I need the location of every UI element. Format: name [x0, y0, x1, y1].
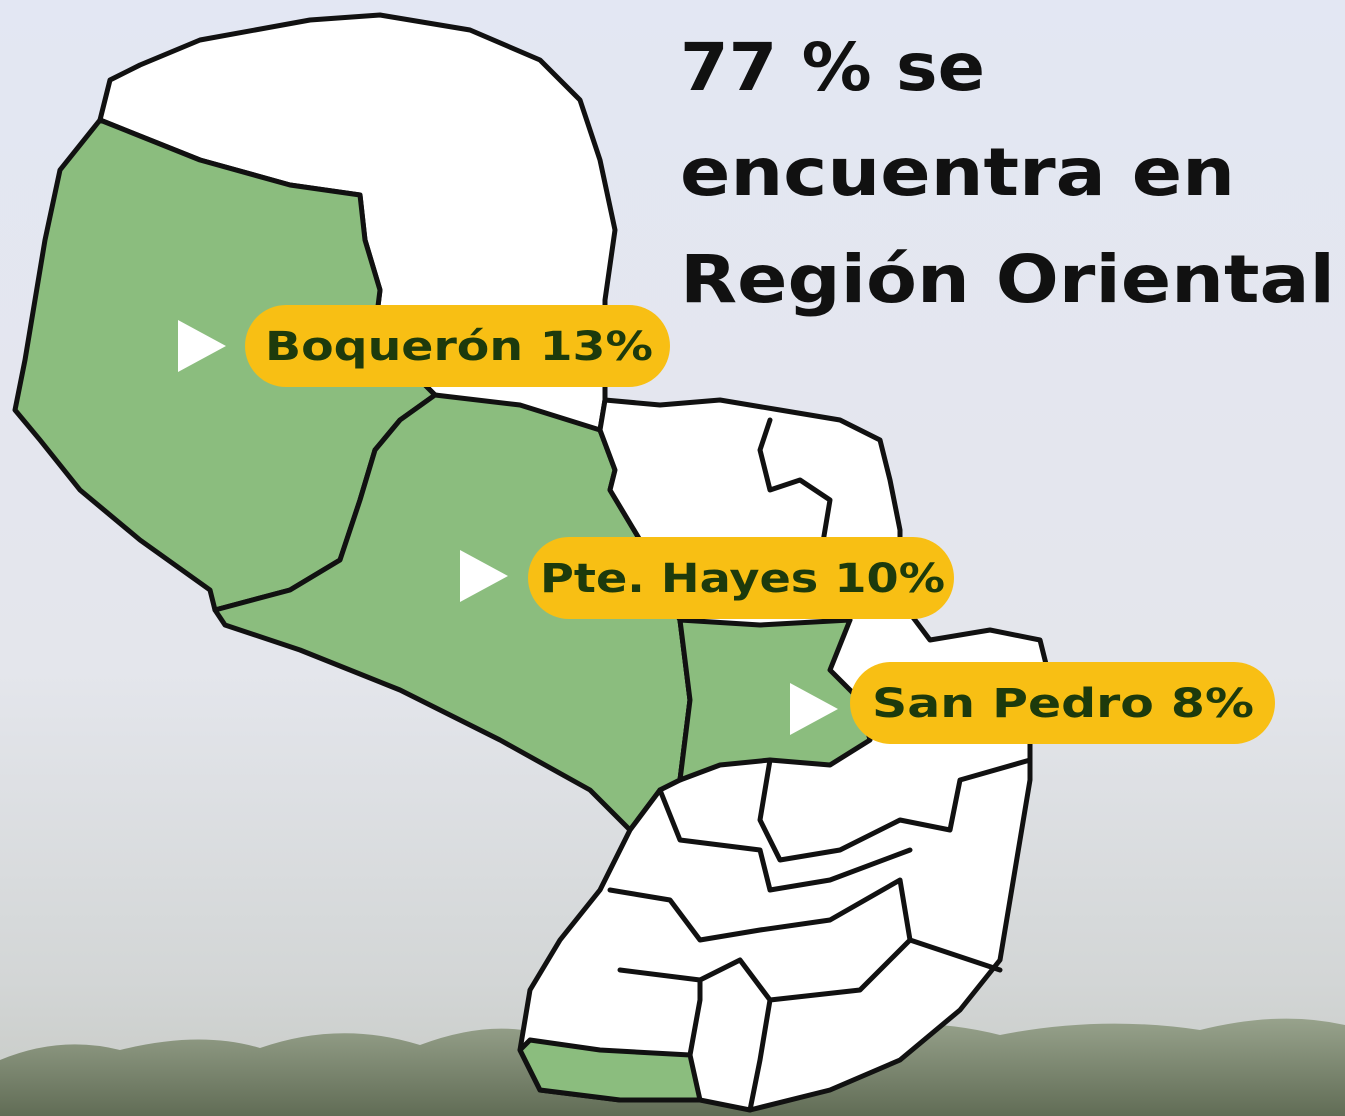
title-line: encuentra en [680, 134, 1235, 211]
region-san-pedro [680, 620, 870, 780]
label-san-pedro: San Pedro 8% [790, 662, 1275, 744]
page: {"title_lines": ["77 % se", "encuentra e… [0, 0, 1345, 1116]
label-text: Boquerón 13% [265, 324, 653, 370]
label-text: San Pedro 8% [872, 681, 1254, 727]
title-line: Región Oriental [680, 241, 1335, 318]
label-text: Pte. Hayes 10% [540, 556, 945, 602]
title-line: 77 % se [680, 29, 985, 106]
infographic: 77 % se encuentra en Región Oriental Boq… [0, 0, 1345, 1116]
